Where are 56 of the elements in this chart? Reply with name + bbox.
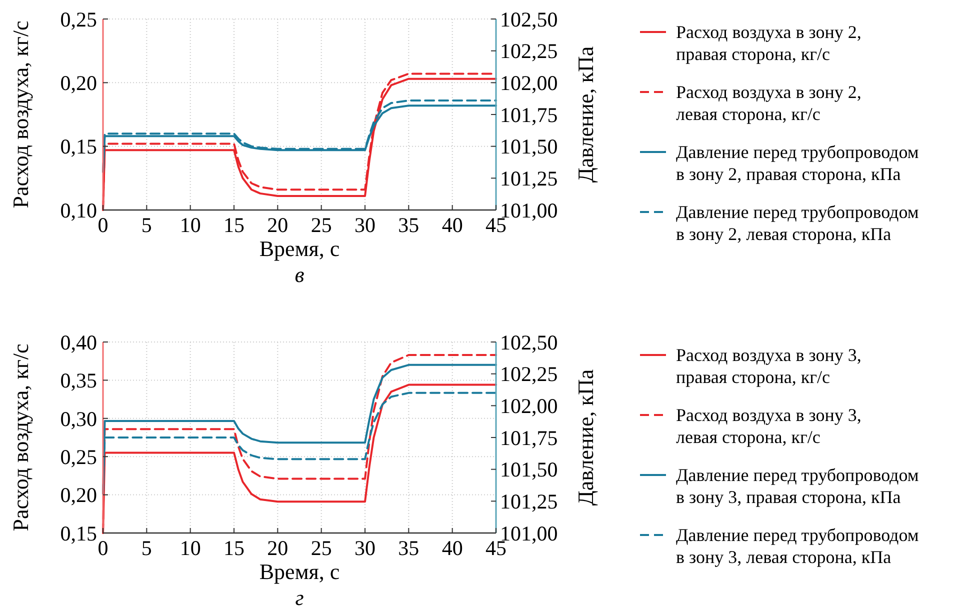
y2-tick-label: 101,25: [500, 166, 558, 191]
legend-label: Расход воздуха в зону 2, левая сторона, кг/с: [676, 82, 862, 124]
x-tick-label: 25: [310, 213, 332, 237]
x-tick-label: 5: [141, 213, 152, 237]
x-tick-label: 40: [442, 213, 463, 237]
y-tick-label: 0,25: [60, 7, 97, 32]
x-tick-label: 0: [98, 213, 108, 237]
legend-label: Давление перед трубопроводом в зону 3, левая сторона, кПа: [676, 525, 919, 567]
x-tick-label: 5: [141, 536, 152, 560]
x-tick-label: 25: [310, 536, 332, 560]
x-tick-label: 20: [267, 213, 288, 237]
legend-label: Давление перед трубопроводом в зону 2, левая сторона, кПа: [676, 202, 919, 244]
x-axis-title: Время, с: [259, 236, 340, 261]
legend-label: Расход воздуха в зону 3, левая сторона, кг/с: [676, 405, 862, 447]
x-tick-label: 15: [224, 213, 244, 237]
y2-tick-label: 102,00: [500, 71, 558, 96]
legend-label: Расход воздуха в зону 3, правая сторона, кг/с: [676, 345, 862, 387]
x-tick-label: 35: [398, 536, 420, 560]
x-tick-label: 30: [354, 213, 376, 237]
x-tick-label: 20: [267, 536, 288, 560]
y2-tick-label: 102,25: [500, 362, 558, 386]
x-tick-label: 10: [180, 213, 201, 237]
y-tick-label: 0,35: [60, 368, 97, 393]
y2-tick-label: 101,50: [500, 458, 558, 482]
y2-tick-label: 102,00: [500, 394, 558, 418]
y2-tick-label: 101,75: [500, 426, 558, 450]
x-axis-title: Время, с: [259, 559, 340, 584]
y-tick-label: 0,20: [60, 71, 97, 96]
x-tick-label: 30: [354, 536, 376, 560]
legend-label: Расход воздуха в зону 2, правая сторона, кг/с: [676, 22, 862, 64]
y-tick-label: 0,15: [60, 134, 97, 159]
y-tick-label: 0,20: [60, 483, 97, 508]
y-tick-label: 0,25: [60, 444, 97, 469]
x-tick-label: 35: [398, 213, 420, 237]
legend-label: Давление перед трубопроводом в зону 3, правая сторона, кПа: [676, 465, 919, 507]
y-tick-label: 0,40: [60, 330, 97, 354]
y-axis-title: Расход воздуха, кг/с: [8, 20, 33, 208]
y2-tick-label: 101,50: [500, 134, 558, 159]
text: г: [295, 585, 304, 610]
x-tick-label: 0: [98, 536, 108, 560]
y2-tick-label: 101,25: [500, 490, 558, 514]
y2-axis-title: Давление, кПа: [573, 369, 598, 506]
y2-tick-label: 102,50: [500, 330, 558, 354]
y2-axis-title: Давление, кПа: [573, 46, 598, 183]
y-tick-label: 0,15: [60, 521, 97, 546]
legend-label: Давление перед трубопроводом в зону 2, правая сторона, кПа: [676, 142, 919, 184]
x-tick-label: 40: [442, 536, 463, 560]
y2-tick-label: 102,50: [500, 7, 558, 32]
y2-tick-label: 102,25: [500, 39, 558, 64]
y-tick-label: 0,10: [60, 198, 97, 222]
x-tick-label: 15: [224, 536, 244, 560]
x-tick-label: 10: [180, 536, 201, 560]
y2-tick-label: 101,75: [500, 102, 558, 127]
y-axis-title: Расход воздуха, кг/с: [8, 344, 33, 532]
text: в: [294, 262, 305, 287]
y-tick-label: 0,30: [60, 406, 97, 431]
